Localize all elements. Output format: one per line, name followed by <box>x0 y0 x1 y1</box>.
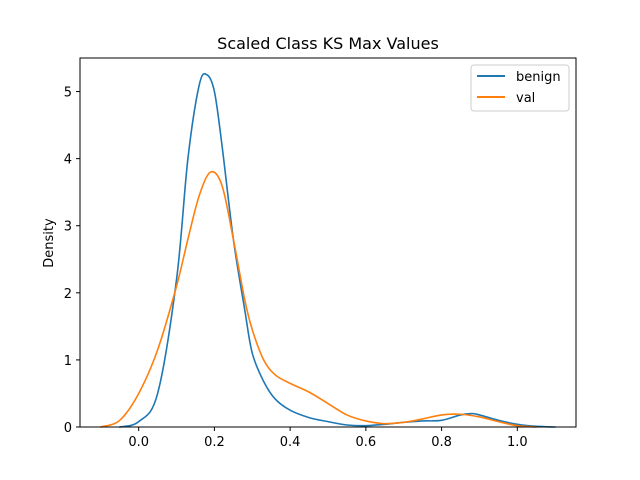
x-tick-label: 1.0 <box>507 435 528 450</box>
y-tick-label: 5 <box>64 86 72 101</box>
x-tick-label: 0.6 <box>356 435 377 450</box>
x-axis-ticks: 0.0 0.2 0.4 0.6 0.8 1.0 <box>128 427 528 450</box>
y-tick-label: 1 <box>64 354 72 369</box>
y-tick-label: 2 <box>64 287 72 302</box>
axes-frame <box>79 57 577 428</box>
legend-label-val: val <box>516 91 535 106</box>
x-tick-label: 0.8 <box>431 435 452 450</box>
series-layer <box>100 72 556 428</box>
y-tick-label: 3 <box>64 220 72 235</box>
legend: benign val <box>470 64 570 112</box>
y-tick-label: 0 <box>64 421 72 436</box>
legend-label-benign: benign <box>516 70 561 85</box>
y-axis-label: Density <box>42 218 57 268</box>
axes <box>79 57 577 428</box>
x-tick-label: 0.0 <box>128 435 149 450</box>
chart-title: Scaled Class KS Max Values <box>217 34 439 53</box>
y-axis-ticks: 0 1 2 3 4 5 <box>64 86 80 436</box>
y-tick-label: 4 <box>64 153 72 168</box>
x-tick-label: 0.4 <box>280 435 301 450</box>
x-tick-label: 0.2 <box>204 435 225 450</box>
plot-area <box>80 58 576 427</box>
series-line-benign <box>118 72 556 428</box>
series-line-val <box>100 170 538 428</box>
